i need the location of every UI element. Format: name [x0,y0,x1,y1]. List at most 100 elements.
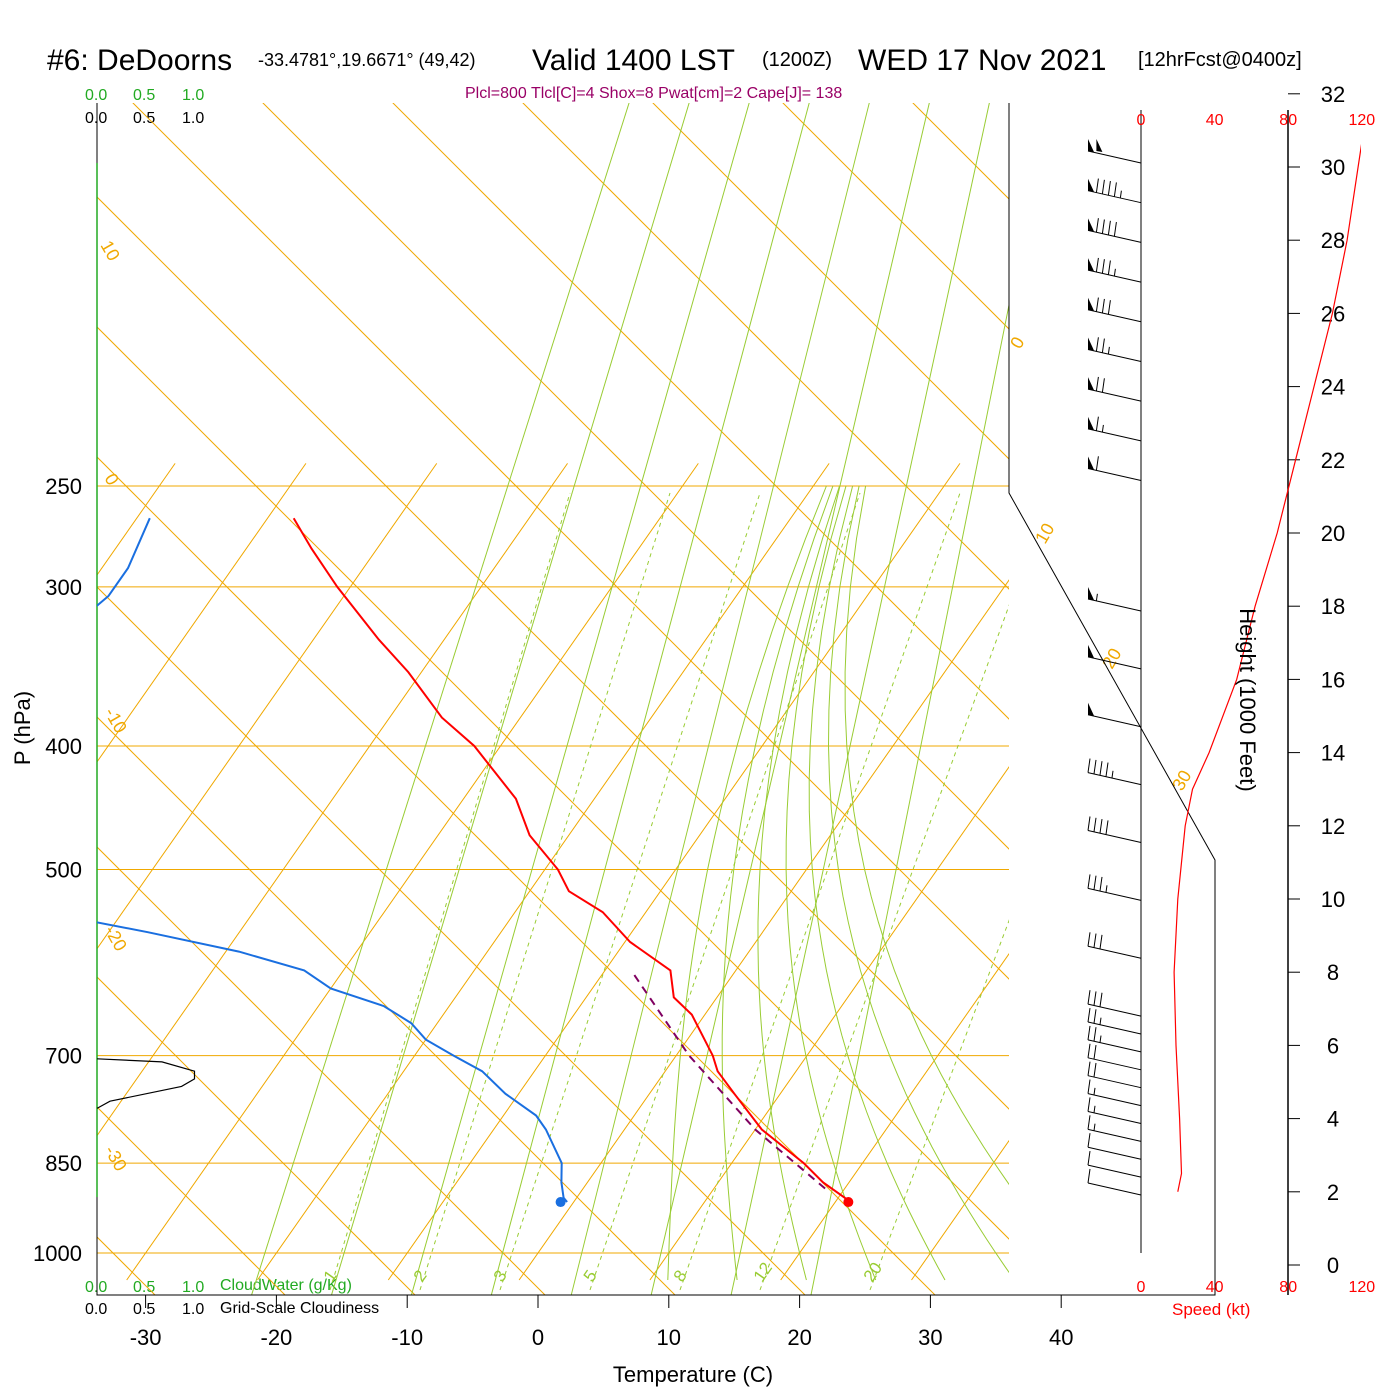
mixing-ratio-label: 20 [860,1259,886,1285]
height-tick-label: 2 [1327,1180,1339,1205]
isotherm-line [1304,463,1400,1280]
height-tick-label: 30 [1321,155,1345,180]
wind-barb-feather [1099,876,1103,892]
wind-barb-feather [1087,1079,1091,1094]
wind-barb-feather [1107,220,1111,235]
wind-barb-staff [1087,1039,1142,1053]
dry-adiabat-line [410,103,750,1295]
wind-barb-staff [1087,468,1142,482]
x-axis-title: Temperature (C) [613,1362,773,1387]
pressure-axis: 250 300 400 500 700 850 1000 [33,474,82,1266]
isotherm-label: 10 [97,237,124,264]
wind-barb-flag [1088,218,1094,232]
x-tick-label: 30 [918,1325,942,1350]
height-tick-label: 0 [1327,1253,1339,1278]
y-tick-label: 250 [45,474,82,499]
isotherm-line [97,463,176,576]
adiabat-guide-line [782,103,1009,330]
isotherm-line [1173,463,1400,1280]
dry-adiabat-line [570,103,870,1295]
wind-barb-feather [1099,761,1103,776]
wind-barb [1087,139,1142,164]
speed-tick-top: 40 [1206,112,1224,129]
wind-barb [1087,702,1142,728]
adiabat-guide-line [652,103,1009,460]
speed-tick-bottom: 0 [1137,1279,1146,1296]
isotherm-label: 30 [1168,767,1195,794]
isotherm-label: -30 [101,1142,131,1175]
mixing-ratio-line [869,919,1009,1291]
wind-barb-staff [1087,830,1142,843]
wind-barb-half-feather [1101,424,1104,433]
wind-barb [1087,218,1142,243]
y-tick-label: 850 [45,1151,82,1176]
wind-barb [1087,1168,1142,1196]
wind-barb-feather [1093,817,1097,832]
plot-frame [96,103,1216,1296]
wind-barb-feather [1087,1043,1091,1058]
height-tick-label: 6 [1327,1033,1339,1058]
station-name: #6: DeDoorns [47,44,232,77]
wind-barb-feather [1105,820,1109,835]
wind-barb-feather [1093,1045,1097,1060]
wind-barb-feather [1113,222,1117,237]
moist-adiabat-line [721,485,834,1281]
wind-barb-staff [1087,1182,1142,1196]
wind-barb-feather [1113,182,1117,197]
surface-temperature-marker [843,1197,854,1208]
height-tick-label: 4 [1327,1107,1339,1132]
cloudiness-scale-tick: 1.0 [182,1301,204,1318]
moist-adiabat-line [667,485,827,1281]
wind-barb-staff [1087,598,1142,612]
mixing-ratio-label: 5 [580,1267,601,1286]
wind-barb-feather [1095,416,1099,431]
wind-barb [1087,337,1142,362]
wind-barb-staff [1087,1003,1142,1017]
sounding-traces [97,517,854,1208]
wind-barb-feather [1095,257,1099,272]
height-tick-label: 16 [1321,667,1345,692]
height-tick-label: 20 [1321,521,1345,546]
speed-tick-top: 0 [1137,112,1146,129]
mixing-ratio-labels: 1 2 3 5 8 12 20 [320,1259,886,1285]
mixing-ratio-label: 3 [490,1267,511,1286]
wind-barb [1087,257,1142,283]
wind-barb-half-feather [1111,770,1114,778]
wind-barb-staff [1087,269,1142,283]
isotherm-line [97,463,438,950]
height-tick-label: 28 [1321,228,1345,253]
cloudwater-scale-tick: 1.0 [182,87,204,104]
adiabat-guide-line [522,103,1009,590]
wind-barb-half-feather [1105,885,1108,893]
station-coords: -33.4781°,19.6671° (49,42) [258,50,476,70]
height-tick-label: 10 [1321,887,1345,912]
wind-barb-staff [1087,309,1142,323]
mixing-ratio-line [499,492,761,1291]
wind-barb-feather [1095,456,1099,471]
mixing-ratio-line [759,604,1009,1291]
valid-time: Valid 1400 LST [532,44,735,77]
wind-barb-half-feather [1099,1017,1102,1025]
zulu-time: (1200Z) [762,49,832,71]
isotherm-line [387,463,961,1281]
wind-barb-staff [1087,887,1142,901]
temperature-axis: -30 -20 -10 0 10 20 30 40 [130,1295,1073,1350]
wind-barb-half-feather [1093,1123,1096,1131]
wind-barb [1087,816,1142,843]
wind-barb-flag [1088,702,1094,716]
wind-barb [1087,874,1142,901]
wind-barb-feather [1107,260,1111,275]
height-tick-label: 32 [1321,82,1345,107]
wind-barb-feather [1087,932,1091,947]
y-tick-label: 300 [45,575,82,600]
wind-barb-staff [1087,1093,1142,1107]
cloudwater-scale-tick: 1.0 [182,1279,204,1296]
wind-barb-staff [1087,656,1142,670]
forecast-label: [12hrFcst@0400z] [1138,49,1302,71]
adiabat-guide-line [97,326,1009,1240]
wind-barb-staff [1087,1021,1142,1035]
wind-barb-flag [1088,337,1094,351]
surface-dewpoint-marker [555,1197,566,1208]
wind-barb-staff [1087,1164,1142,1178]
cloudiness-scale-tick: 0.5 [133,1301,155,1318]
